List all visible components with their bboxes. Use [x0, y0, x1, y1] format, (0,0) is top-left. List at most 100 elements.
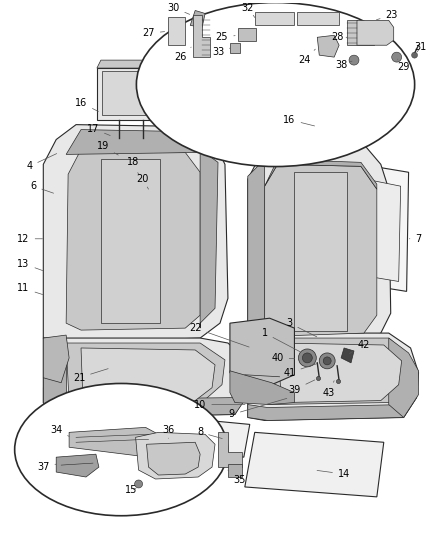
Polygon shape [81, 348, 215, 402]
Text: 38: 38 [335, 60, 352, 70]
Polygon shape [190, 11, 205, 27]
Text: 14: 14 [317, 469, 350, 479]
Text: 36: 36 [162, 425, 174, 438]
Circle shape [349, 55, 359, 65]
Text: 35: 35 [228, 470, 246, 485]
Circle shape [319, 353, 335, 369]
Text: 33: 33 [212, 47, 230, 57]
Polygon shape [228, 464, 242, 477]
Text: 21: 21 [73, 369, 108, 383]
Circle shape [323, 357, 331, 365]
Polygon shape [101, 159, 160, 323]
Text: 15: 15 [124, 485, 137, 495]
Text: 7: 7 [410, 234, 422, 244]
Ellipse shape [14, 383, 228, 516]
Circle shape [134, 480, 142, 488]
Polygon shape [97, 68, 164, 120]
Polygon shape [255, 12, 294, 26]
Polygon shape [297, 12, 339, 26]
Text: 16: 16 [75, 98, 99, 111]
Polygon shape [102, 71, 159, 115]
Text: 22: 22 [189, 323, 249, 347]
Polygon shape [265, 159, 377, 189]
Text: 27: 27 [142, 28, 165, 38]
Polygon shape [238, 28, 256, 41]
Polygon shape [66, 343, 225, 402]
Text: 25: 25 [216, 33, 235, 42]
Polygon shape [43, 338, 66, 402]
Polygon shape [56, 454, 99, 477]
Text: 41: 41 [283, 364, 317, 378]
Polygon shape [43, 125, 228, 343]
Polygon shape [289, 88, 346, 130]
Circle shape [392, 52, 402, 62]
Text: 11: 11 [18, 284, 42, 295]
Polygon shape [43, 387, 250, 417]
Polygon shape [168, 18, 185, 45]
Polygon shape [97, 60, 168, 68]
Polygon shape [200, 149, 218, 328]
Polygon shape [347, 20, 374, 45]
Polygon shape [136, 432, 215, 479]
Text: 29: 29 [397, 59, 410, 72]
Text: 17: 17 [87, 124, 110, 135]
Polygon shape [294, 172, 347, 331]
Text: 30: 30 [167, 3, 190, 14]
Polygon shape [248, 393, 417, 421]
Text: 23: 23 [377, 11, 398, 20]
Text: 34: 34 [50, 425, 69, 437]
Polygon shape [265, 338, 409, 405]
Text: 20: 20 [136, 174, 149, 189]
Polygon shape [317, 35, 339, 57]
Polygon shape [230, 371, 294, 405]
Polygon shape [248, 159, 265, 333]
Polygon shape [147, 442, 200, 475]
Polygon shape [357, 20, 394, 45]
Polygon shape [164, 60, 168, 120]
Text: 31: 31 [414, 42, 427, 52]
Polygon shape [248, 333, 419, 421]
Text: 40: 40 [272, 353, 295, 363]
Polygon shape [389, 338, 419, 417]
Polygon shape [193, 15, 210, 57]
Text: 43: 43 [323, 381, 336, 398]
Polygon shape [218, 432, 242, 467]
Text: 16: 16 [283, 115, 314, 126]
Text: 1: 1 [261, 328, 300, 352]
Text: 3: 3 [286, 318, 317, 337]
Polygon shape [66, 130, 200, 155]
Polygon shape [43, 335, 69, 383]
Polygon shape [69, 427, 159, 456]
Polygon shape [66, 149, 200, 330]
Text: 18: 18 [127, 157, 139, 174]
Text: 39: 39 [288, 380, 315, 394]
Text: 13: 13 [18, 259, 42, 271]
Polygon shape [351, 77, 355, 134]
Polygon shape [265, 164, 377, 336]
Polygon shape [341, 348, 354, 363]
Polygon shape [248, 142, 391, 348]
Polygon shape [43, 338, 250, 417]
Polygon shape [245, 432, 384, 497]
Text: 8: 8 [197, 427, 222, 439]
Circle shape [298, 349, 316, 367]
Polygon shape [278, 343, 402, 402]
Text: 24: 24 [298, 49, 315, 65]
Polygon shape [283, 77, 355, 85]
Ellipse shape [136, 3, 415, 166]
Text: 19: 19 [97, 141, 118, 155]
Polygon shape [283, 85, 351, 134]
Text: 4: 4 [26, 154, 57, 171]
Text: 12: 12 [17, 234, 42, 244]
Text: 9: 9 [229, 398, 287, 419]
Text: 42: 42 [350, 340, 370, 353]
Polygon shape [230, 43, 240, 53]
Circle shape [412, 52, 417, 58]
Text: 6: 6 [30, 181, 53, 193]
Text: 10: 10 [194, 400, 245, 409]
Circle shape [302, 353, 312, 363]
Polygon shape [230, 318, 294, 385]
Text: 37: 37 [37, 462, 56, 472]
Text: 32: 32 [242, 3, 255, 18]
Text: 26: 26 [174, 47, 191, 62]
